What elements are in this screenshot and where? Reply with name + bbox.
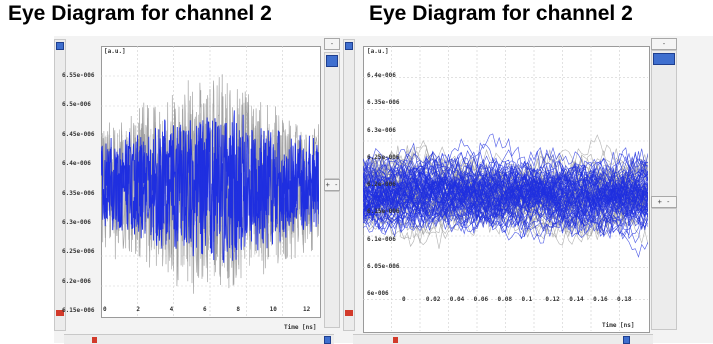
eye-trace — [363, 151, 648, 244]
x-tick-label: 0.16 — [593, 296, 608, 303]
y-tick-label: 6.35e-006 — [367, 99, 400, 107]
eye-trace — [363, 156, 648, 232]
eye-trace — [363, 160, 648, 233]
y-tick-label: 6.3e-006 — [62, 218, 91, 226]
right-zoom-track-lower[interactable] — [651, 208, 677, 330]
x-tick-label: 0 — [402, 296, 406, 303]
y-tick-label: 6.2e-006 — [62, 277, 91, 285]
x-tick-label: 12 — [303, 306, 311, 313]
left-zoom-toggle-button[interactable]: + - — [324, 179, 340, 191]
right-hscroll-red-marker[interactable] — [393, 337, 398, 343]
left-eye-diagram-plot — [101, 46, 319, 316]
y-tick-label: 6.15e-006 — [367, 208, 400, 216]
right-zoom-track-upper[interactable] — [651, 50, 677, 197]
eye-trace — [363, 153, 648, 229]
x-axis-label: Time [ns] — [602, 322, 635, 329]
right-plot-title: Eye Diagram for channel 2 — [369, 2, 633, 25]
x-tick-label: 0.08 — [497, 296, 512, 303]
x-tick-label: 10 — [269, 306, 277, 313]
x-tick-label: 0.06 — [473, 296, 489, 303]
right-zoom-toggle-button[interactable]: + - — [651, 196, 677, 208]
y-tick-label: 6.1e-006 — [367, 235, 396, 243]
right-slider-red-marker[interactable] — [345, 310, 353, 316]
eye-trace — [363, 149, 648, 248]
x-tick-label: 0.12 — [545, 296, 560, 303]
x-tick-label: 0 — [103, 306, 107, 313]
y-tick-label: 6.4e-006 — [62, 160, 91, 168]
eye-trace — [363, 151, 648, 228]
left-slider-red-marker[interactable] — [56, 310, 64, 316]
left-vertical-slider[interactable] — [54, 39, 66, 331]
left-hscroll-red-marker[interactable] — [92, 337, 97, 343]
right-minimize-button[interactable]: - — [651, 38, 677, 50]
left-minimize-button[interactable]: - — [324, 38, 340, 50]
eye-trace — [363, 151, 648, 233]
y-tick-label: 6.4e-006 — [367, 72, 396, 79]
right-zoom-thumb[interactable] — [653, 53, 675, 65]
x-tick-label: 0.02 — [425, 296, 441, 303]
y-axis-unit: [a.u.] — [367, 48, 389, 55]
eye-trace — [363, 155, 648, 234]
left-zoom-thumb[interactable] — [326, 55, 338, 67]
x-tick-label: 2 — [136, 306, 140, 313]
y-tick-label: 6.2e-006 — [367, 181, 396, 188]
y-tick-label: 6.05e-006 — [367, 262, 400, 270]
x-tick-label: 4 — [169, 306, 174, 313]
y-tick-label: 6.45e-006 — [62, 130, 95, 138]
x-tick-label: 0.1 — [521, 296, 533, 303]
x-tick-label: 0.14 — [569, 296, 584, 303]
eye-trace — [363, 161, 648, 231]
signal-trace — [101, 119, 319, 252]
left-zoom-track-lower[interactable] — [324, 191, 340, 328]
eye-trace — [363, 148, 648, 234]
eye-trace — [363, 155, 648, 240]
right-vertical-slider[interactable] — [343, 39, 355, 331]
eye-trace — [363, 172, 648, 233]
x-tick-label: 6 — [203, 306, 207, 313]
left-plot-title: Eye Diagram for channel 2 — [8, 2, 272, 25]
y-tick-label: 6.35e-006 — [62, 189, 95, 197]
y-tick-label: 6.55e-006 — [62, 72, 95, 79]
eye-trace — [363, 163, 648, 227]
x-tick-label: 8 — [236, 306, 240, 313]
x-tick-label: 0.04 — [449, 296, 465, 303]
eye-trace — [363, 171, 648, 224]
right-slider-top-thumb[interactable] — [345, 42, 353, 50]
y-tick-label: 6.5e-006 — [62, 101, 91, 109]
left-slider-top-thumb[interactable] — [56, 42, 64, 50]
eye-trace — [363, 152, 648, 234]
y-axis-unit: [a.u.] — [104, 48, 126, 55]
right-eye-diagram-plot — [363, 46, 648, 331]
y-tick-label: 6.25e-006 — [367, 153, 400, 161]
y-tick-label: 6.25e-006 — [62, 248, 95, 256]
eye-trace — [363, 164, 648, 228]
x-axis-label: Time [ns] — [284, 324, 317, 331]
y-tick-label: 6.3e-006 — [367, 126, 396, 134]
eye-trace — [363, 155, 648, 231]
eye-trace — [363, 170, 648, 220]
left-zoom-track-upper[interactable] — [324, 52, 340, 179]
eye-trace — [363, 176, 648, 214]
eye-trace — [363, 160, 648, 227]
y-tick-label: 6.15e-006 — [62, 307, 95, 314]
y-tick-label: 6e-006 — [367, 290, 389, 297]
x-tick-label: 0.18 — [617, 296, 632, 303]
